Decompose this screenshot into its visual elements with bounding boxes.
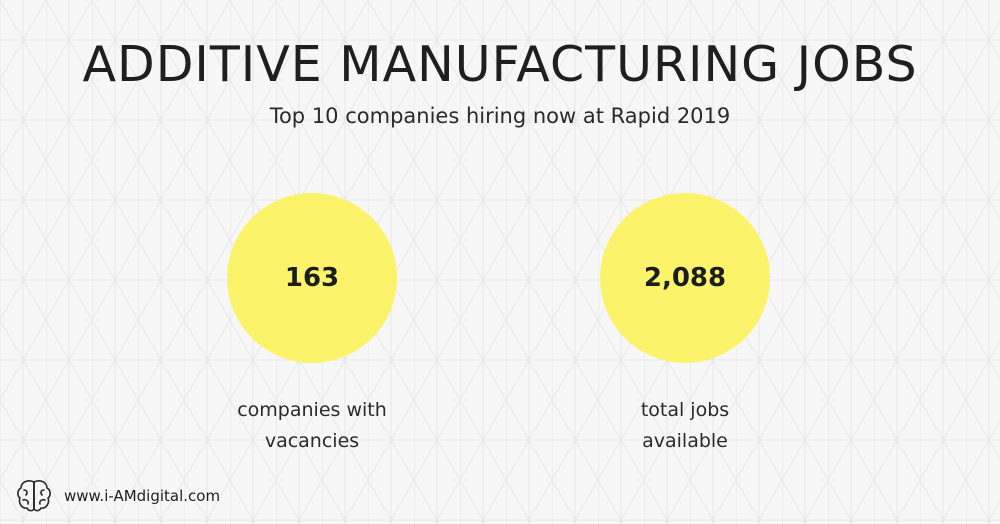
page-subtitle: Top 10 companies hiring now at Rapid 201… <box>269 104 731 128</box>
stat-caption-line: total jobs <box>640 399 730 421</box>
brain-icon <box>17 480 51 512</box>
stat-caption-line: available <box>642 430 728 452</box>
stat-caption: total jobs available <box>555 395 815 457</box>
stat-value: 2,088 <box>643 263 727 293</box>
footer-url: www.i-AMdigital.com <box>64 487 221 505</box>
stat-value: 163 <box>284 263 340 293</box>
stat-jobs: 2,088 total jobs available <box>555 193 815 463</box>
footer: www.i-AMdigital.com <box>14 478 220 514</box>
stat-caption-line: vacancies <box>264 430 360 452</box>
stat-caption: companies with vacancies <box>182 395 442 457</box>
stat-circle: 2,088 <box>600 193 770 363</box>
page-title: ADDITIVE MANUFACTURING JOBS <box>82 36 918 93</box>
stat-companies: 163 companies with vacancies <box>182 193 442 463</box>
stat-circle: 163 <box>227 193 397 363</box>
stat-caption-line: companies with <box>237 399 387 421</box>
